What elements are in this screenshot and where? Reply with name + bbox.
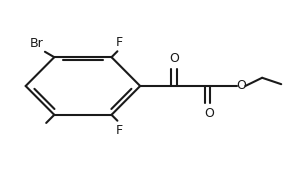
Text: Br: Br xyxy=(30,37,43,50)
Text: O: O xyxy=(169,52,179,65)
Text: O: O xyxy=(237,79,246,92)
Text: O: O xyxy=(204,107,214,120)
Text: F: F xyxy=(116,124,123,137)
Text: F: F xyxy=(115,36,122,49)
